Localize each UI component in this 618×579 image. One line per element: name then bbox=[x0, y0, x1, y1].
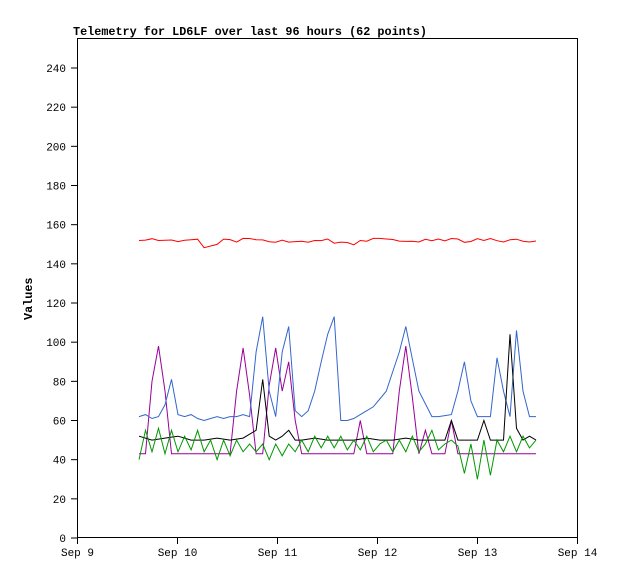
svg-text:80: 80 bbox=[53, 377, 66, 389]
svg-text:240: 240 bbox=[46, 64, 66, 76]
svg-text:Sep 14: Sep 14 bbox=[558, 548, 598, 560]
svg-text:Sep 9: Sep 9 bbox=[61, 548, 94, 560]
svg-text:220: 220 bbox=[46, 103, 66, 115]
svg-text:Sep 11: Sep 11 bbox=[258, 548, 298, 560]
svg-text:200: 200 bbox=[46, 142, 66, 154]
svg-text:180: 180 bbox=[46, 182, 66, 194]
svg-text:160: 160 bbox=[46, 221, 66, 233]
svg-text:Sep 13: Sep 13 bbox=[458, 548, 498, 560]
svg-text:100: 100 bbox=[46, 338, 66, 350]
svg-text:120: 120 bbox=[46, 299, 66, 311]
svg-text:Sep 10: Sep 10 bbox=[158, 548, 198, 560]
svg-text:40: 40 bbox=[53, 456, 66, 468]
svg-text:0: 0 bbox=[59, 534, 66, 546]
svg-text:Sep 12: Sep 12 bbox=[358, 548, 398, 560]
svg-text:140: 140 bbox=[46, 260, 66, 272]
svg-text:20: 20 bbox=[53, 495, 66, 507]
svg-text:60: 60 bbox=[53, 417, 66, 429]
